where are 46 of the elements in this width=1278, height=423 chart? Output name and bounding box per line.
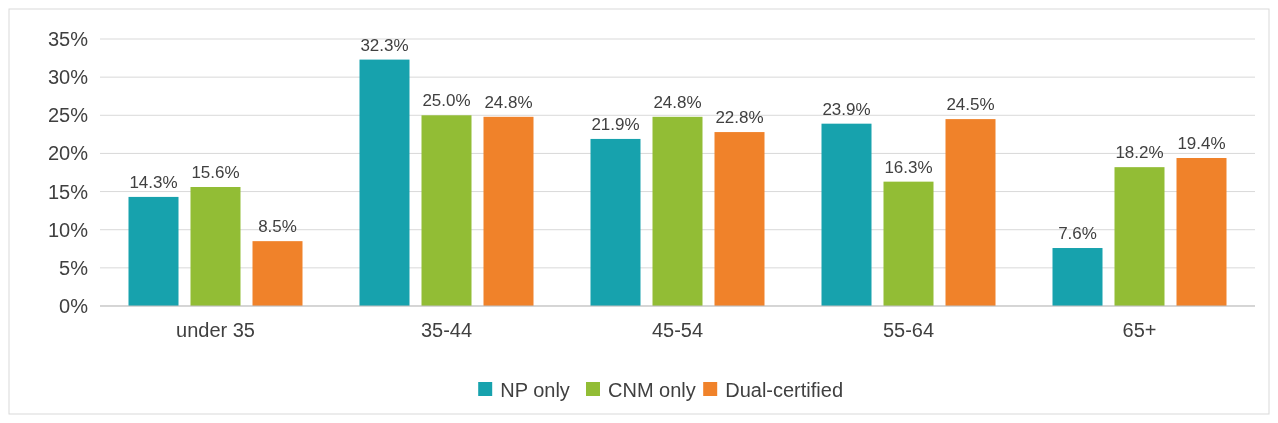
y-tick-label: 5% xyxy=(59,256,89,279)
data-label: 19.4% xyxy=(1177,134,1226,154)
data-label: 22.8% xyxy=(715,108,764,128)
bar xyxy=(421,115,472,306)
bar xyxy=(190,186,241,306)
x-tick-label: 35-44 xyxy=(420,319,473,341)
data-label: 24.8% xyxy=(653,92,702,112)
x-tick-label: 55-64 xyxy=(882,319,935,341)
data-label: 24.5% xyxy=(946,95,995,115)
bar xyxy=(821,123,872,306)
bar xyxy=(883,181,934,306)
bar xyxy=(945,119,996,306)
bar xyxy=(714,132,765,306)
y-tick-label: 10% xyxy=(47,218,89,241)
y-tick-label: 30% xyxy=(47,66,89,89)
data-label: 25.0% xyxy=(422,91,471,111)
bar xyxy=(483,116,534,306)
legend-label: CNM only xyxy=(608,379,696,401)
bar xyxy=(252,241,303,306)
data-label: 24.8% xyxy=(484,92,533,112)
data-label: 23.9% xyxy=(822,99,871,119)
bar xyxy=(1052,248,1103,306)
data-label: 15.6% xyxy=(191,162,240,182)
data-label: 14.3% xyxy=(129,172,178,192)
y-tick-label: 35% xyxy=(47,28,89,50)
bar xyxy=(652,116,703,306)
legend-label: Dual-certified xyxy=(725,379,844,401)
bar xyxy=(1176,158,1227,306)
y-tick-label: 25% xyxy=(47,104,89,127)
data-label: 21.9% xyxy=(591,114,640,134)
y-tick-label: 0% xyxy=(59,295,89,317)
y-tick-label: 15% xyxy=(47,180,89,203)
x-tick-label: 45-54 xyxy=(651,319,704,341)
bar xyxy=(359,59,410,306)
data-label: 8.5% xyxy=(258,217,297,237)
y-tick-label: 20% xyxy=(47,142,89,165)
data-label: 32.3% xyxy=(360,35,409,55)
data-label: 18.2% xyxy=(1115,143,1164,163)
bar xyxy=(1114,167,1165,306)
bar xyxy=(590,138,641,306)
data-label: 16.3% xyxy=(884,157,933,177)
legend-label: NP only xyxy=(500,379,570,401)
bar xyxy=(128,196,179,306)
x-tick-label: under 35 xyxy=(176,319,255,341)
x-tick-label: 65+ xyxy=(1122,319,1157,341)
data-label: 7.6% xyxy=(1058,224,1097,244)
